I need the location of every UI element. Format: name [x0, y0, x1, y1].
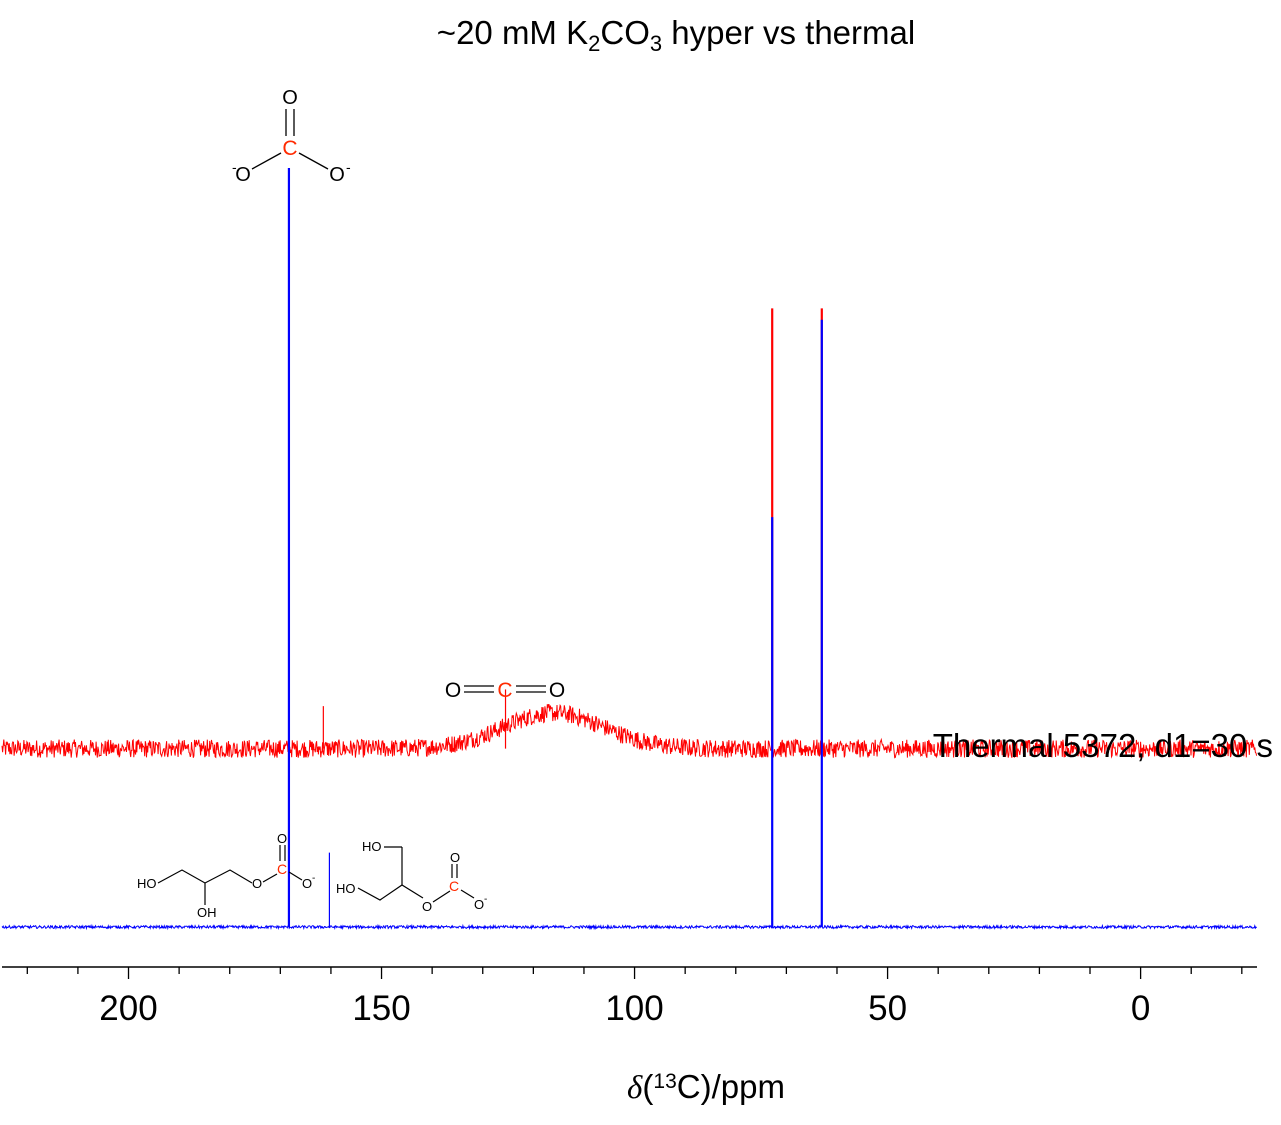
- x-tick-label: 200: [99, 989, 157, 1028]
- g1-c: C: [277, 861, 287, 877]
- g1-o-link: O: [252, 876, 262, 891]
- co2-o-left: O: [445, 679, 461, 702]
- glycerol-2-carbonate-structure: HO HO O C O O -: [336, 839, 487, 914]
- carbonate-bond-left: [251, 152, 282, 170]
- carbonate-c: C: [282, 137, 297, 160]
- g1-o-top: O: [277, 831, 287, 846]
- x-tick-label: 50: [868, 989, 907, 1028]
- carbonate-structure: O C - O O -: [232, 87, 351, 186]
- carbonate-bond-right: [298, 152, 329, 170]
- glycerol-1-carbonate-structure: HO OH O C O O -: [137, 831, 315, 920]
- g1-neg: -: [312, 873, 315, 884]
- g2-o-neg: O: [474, 897, 484, 912]
- g2-o-top: O: [450, 850, 460, 865]
- g1-ho: HO: [137, 876, 157, 891]
- g2-bond-co: [460, 889, 475, 899]
- thermal-spectrum-line: [1, 703, 1258, 759]
- x-tick-label: 0: [1131, 989, 1150, 1028]
- g1-bond-co: [288, 871, 303, 881]
- x-tick-label: 100: [605, 989, 663, 1028]
- thermal-series-label: Thermal 5372, d1=30 s: [933, 727, 1273, 764]
- hyper-spectrum-peaks: [287, 168, 823, 927]
- carbonate-neg-left: -: [232, 159, 237, 175]
- spectra-layer: [1, 168, 1258, 931]
- g2-ho-bottom: HO: [336, 881, 356, 896]
- g2-chain: [357, 884, 424, 901]
- g1-oh: OH: [197, 905, 217, 920]
- carbonate-o-left: O: [235, 164, 251, 186]
- g2-c: C: [449, 878, 459, 894]
- carbonate-o-right: O: [329, 164, 345, 186]
- co2-o-right: O: [549, 679, 565, 702]
- g2-neg: -: [484, 894, 487, 905]
- co2-structure: O C O: [445, 679, 565, 702]
- g1-chain: [157, 869, 253, 884]
- g2-bond-oc: [432, 890, 451, 903]
- thermal-spectrum-peaks: [322, 308, 823, 749]
- chart-title: ~20 mM K2CO3 hyper vs thermal: [437, 14, 915, 56]
- g2-o-link: O: [422, 899, 432, 914]
- carbonate-neg-right: -: [346, 159, 351, 175]
- hyper-spectrum-line: [1, 923, 1257, 931]
- x-axis-label: δ(13C)/ppm: [627, 1068, 785, 1106]
- x-axis: 200 150 100 50 0: [2, 966, 1257, 1028]
- x-tick-label: 150: [352, 989, 410, 1028]
- g2-ho-top: HO: [362, 839, 382, 854]
- carbonate-o-top: O: [282, 87, 298, 109]
- g1-bond-oc: [262, 873, 278, 883]
- g1-o-neg: O: [302, 876, 312, 891]
- co2-c: C: [497, 679, 512, 702]
